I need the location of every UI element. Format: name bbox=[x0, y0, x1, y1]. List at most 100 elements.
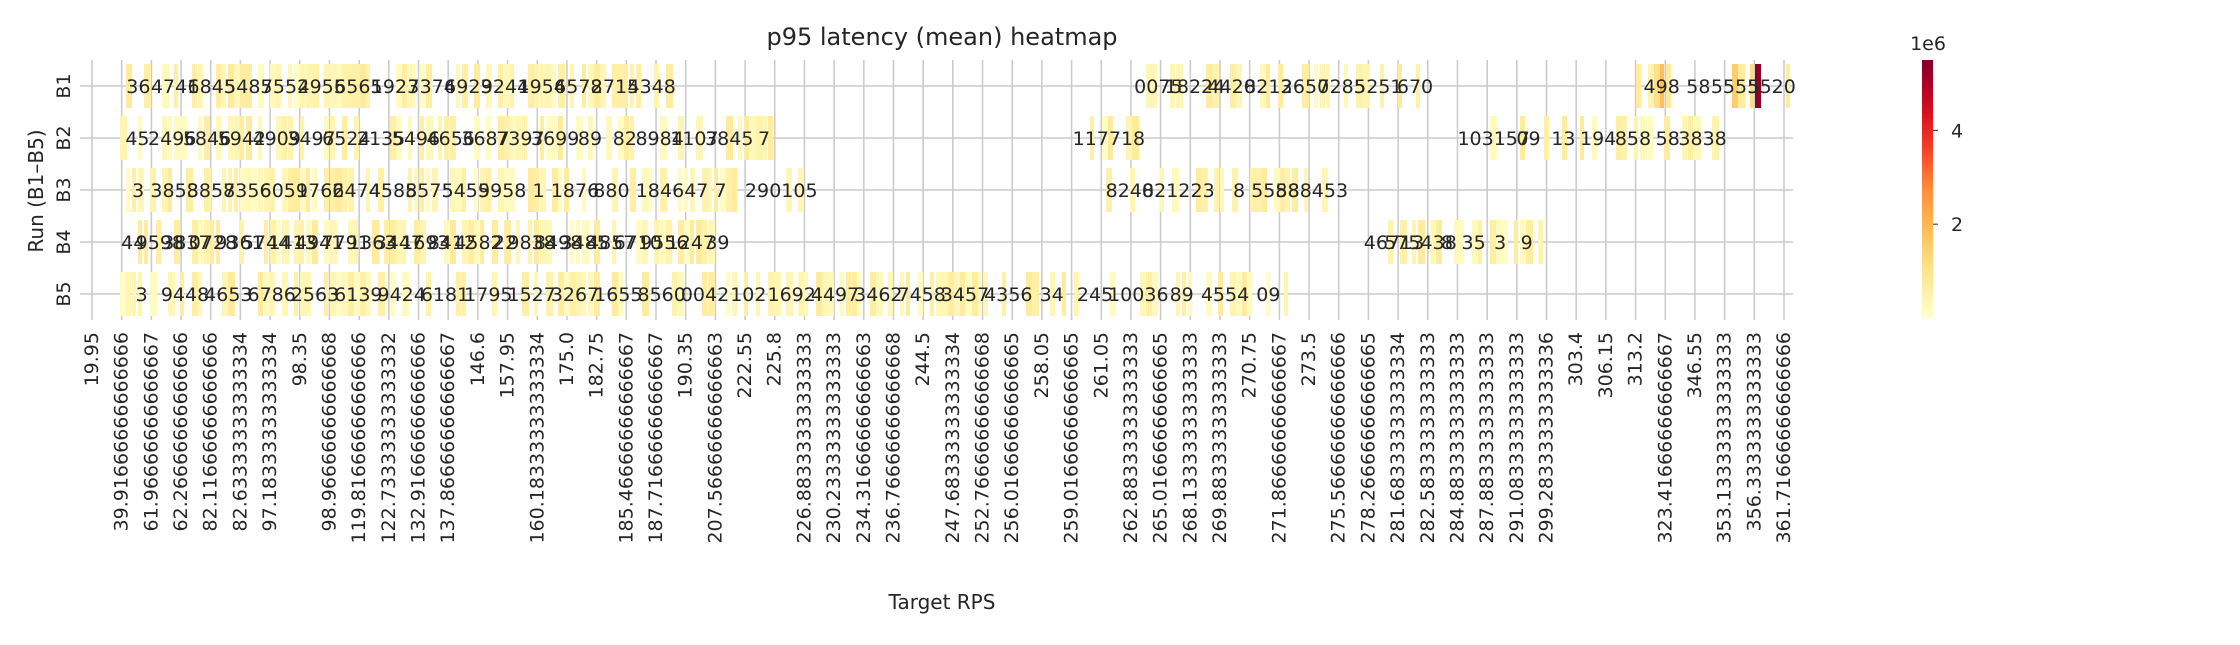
heatmap-cell bbox=[408, 168, 412, 212]
heatmap-cell bbox=[174, 64, 178, 108]
heatmap-cell bbox=[1694, 116, 1701, 160]
cell-value-label: 1527 bbox=[507, 284, 555, 306]
cell-value-label: 7791 bbox=[322, 232, 370, 254]
heatmap-cell bbox=[726, 272, 730, 316]
x-tick-label: 160.18333333333334 bbox=[526, 332, 548, 544]
cell-value-label: 7552 bbox=[261, 76, 309, 98]
heatmap-cell bbox=[786, 272, 793, 316]
heatmap-cell bbox=[1062, 272, 1066, 316]
cell-value-label: 6139 bbox=[334, 284, 382, 306]
heatmap-cell bbox=[612, 168, 618, 212]
heatmap-cell bbox=[1050, 272, 1055, 316]
heatmap-cell bbox=[186, 168, 193, 212]
heatmap-cell bbox=[396, 64, 403, 108]
heatmap-cell bbox=[528, 64, 535, 108]
colorbar-offset-label: 1e6 bbox=[1910, 33, 1946, 55]
heatmap-cell bbox=[642, 168, 649, 212]
heatmap-cell bbox=[1236, 64, 1242, 108]
heatmap-cell bbox=[1490, 116, 1497, 160]
x-axis-title: Target RPS bbox=[888, 590, 996, 614]
heatmap-cell bbox=[450, 116, 456, 160]
heatmap-cell bbox=[240, 220, 244, 264]
cell-value-label: 0728 bbox=[189, 232, 237, 254]
heatmap-cell bbox=[360, 64, 367, 108]
heatmap-cell bbox=[300, 220, 304, 264]
heatmap-cell bbox=[582, 64, 586, 108]
x-tick-label: 275.56666666666666 bbox=[1328, 332, 1350, 544]
heatmap-cell bbox=[1712, 116, 1719, 160]
x-tick-label: 247.68333333333334 bbox=[942, 332, 964, 544]
heatmap-cell bbox=[522, 272, 529, 316]
heatmap-cell bbox=[216, 116, 221, 160]
heatmap-cell bbox=[192, 220, 198, 264]
cell-value-label: 5846 bbox=[183, 128, 231, 150]
heatmap-cell bbox=[804, 272, 808, 316]
heatmap-cell bbox=[510, 64, 514, 108]
cell-value-label: 2135 bbox=[357, 128, 405, 150]
heatmap-cell bbox=[384, 220, 389, 264]
x-tick-label: 132.91666666666666 bbox=[408, 332, 430, 544]
heatmap-cell bbox=[402, 64, 407, 108]
heatmap-cell bbox=[1182, 272, 1186, 316]
heatmap-cell bbox=[234, 168, 238, 212]
cell-value-label: 588453 bbox=[1276, 180, 1349, 202]
cell-value-label: 3 bbox=[136, 284, 148, 306]
heatmap-cell bbox=[1266, 272, 1270, 316]
cell-value-label: 58 bbox=[1656, 128, 1680, 150]
heatmap-cell bbox=[342, 64, 349, 108]
heatmap-cells bbox=[120, 64, 1790, 316]
heatmap-cell bbox=[468, 220, 475, 264]
heatmap-cell bbox=[684, 220, 690, 264]
cell-value-label: 3267 bbox=[551, 284, 599, 306]
heatmap-cell bbox=[150, 272, 157, 316]
cell-value-label: 1692 bbox=[767, 284, 815, 306]
heatmap-cell bbox=[1526, 220, 1533, 264]
x-tick-label: 268.13333333333333 bbox=[1179, 332, 1201, 544]
cell-value-label: 10036 bbox=[1108, 284, 1168, 306]
cell-value-label: 6923 bbox=[444, 76, 492, 98]
cell-value-label: 1693 bbox=[401, 232, 449, 254]
heatmap-cell bbox=[906, 272, 910, 316]
cell-value-label: 7 bbox=[715, 180, 727, 202]
heatmap-cell bbox=[1640, 116, 1645, 160]
cell-value-label: 4420 bbox=[1207, 76, 1255, 98]
heatmap-cell bbox=[768, 272, 774, 316]
heatmap-cell bbox=[984, 272, 988, 316]
heatmap-cell bbox=[1206, 64, 1212, 108]
x-tick-label: 185.46666666666667 bbox=[615, 332, 637, 544]
heatmap-cell bbox=[162, 116, 167, 160]
cell-value-label: 4941 bbox=[295, 232, 343, 254]
heatmap-cell bbox=[594, 272, 600, 316]
heatmap-cell bbox=[348, 220, 353, 264]
heatmap-cell bbox=[876, 272, 883, 316]
heatmap-cell bbox=[426, 272, 431, 316]
cell-value-label: 8213 bbox=[1244, 76, 1292, 98]
heatmap-cell bbox=[330, 64, 336, 108]
heatmap-cell bbox=[1430, 220, 1437, 264]
cell-value-label: 3485 bbox=[560, 232, 608, 254]
cell-value-label: 18224 bbox=[1165, 76, 1225, 98]
heatmap-cell bbox=[294, 272, 298, 316]
cell-value-label: 3837 bbox=[162, 232, 210, 254]
heatmap-cell bbox=[408, 64, 415, 108]
heatmap-cell bbox=[552, 168, 558, 212]
heatmap-cell bbox=[1514, 220, 1518, 264]
heatmap-cell bbox=[180, 116, 187, 160]
cell-value-label: 4656 bbox=[427, 128, 475, 150]
heatmap-cell bbox=[1666, 64, 1671, 108]
heatmap-cell bbox=[1314, 64, 1318, 108]
heatmap-cell bbox=[546, 272, 553, 316]
heatmap-cell bbox=[1490, 220, 1497, 264]
heatmap-cell bbox=[960, 272, 965, 316]
heatmap-cell bbox=[744, 116, 749, 160]
heatmap-cell bbox=[726, 116, 733, 160]
heatmap-cell bbox=[312, 220, 318, 264]
cell-value-label: 1876 bbox=[551, 180, 599, 202]
heatmap-cell bbox=[456, 272, 461, 316]
heatmap-cell bbox=[390, 116, 396, 160]
heatmap-cell bbox=[1496, 220, 1503, 264]
heatmap-cell bbox=[750, 116, 756, 160]
heatmap-cell bbox=[222, 168, 226, 212]
heatmap-cell bbox=[1682, 116, 1687, 160]
x-tick-label: 265.01666666666665 bbox=[1150, 332, 1172, 544]
